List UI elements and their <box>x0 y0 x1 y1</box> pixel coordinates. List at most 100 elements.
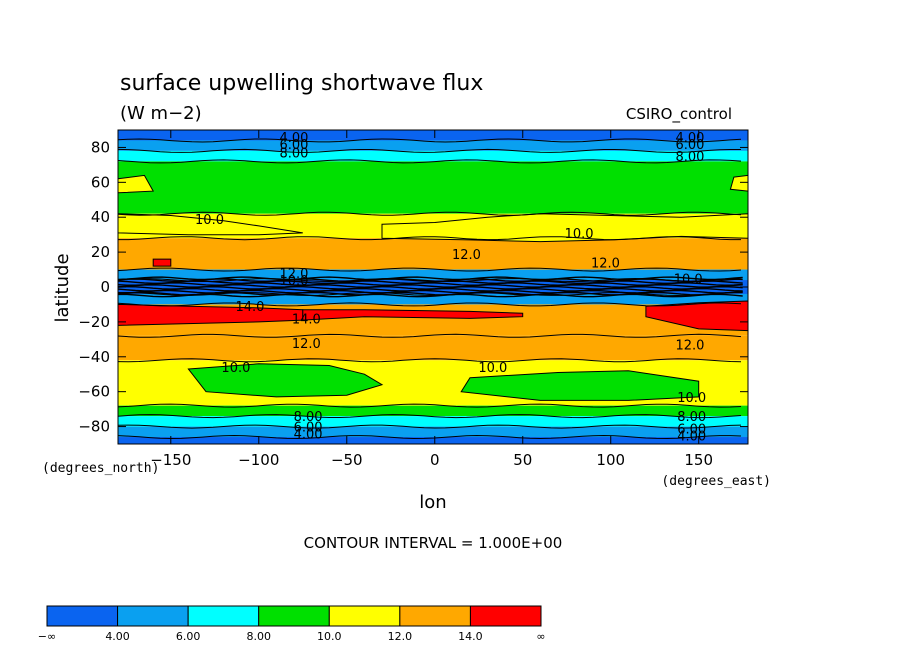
y-tick-label: 0 <box>100 278 110 296</box>
y-tick-label: 40 <box>91 208 110 226</box>
equatorial-contour-line <box>118 291 743 296</box>
contour-label: 4.00 <box>280 131 309 146</box>
contour-label: 8.00 <box>280 147 309 162</box>
contour-line <box>118 267 742 272</box>
contour-label: 6.00 <box>280 138 309 153</box>
contour-label: 4.00 <box>677 429 706 444</box>
contour-label: 12.0 <box>675 339 704 354</box>
zonal-band <box>118 293 748 305</box>
contour-label: 10.0 <box>677 391 706 406</box>
zonal-band <box>118 426 748 438</box>
chart-title: surface upwelling shortwave flux <box>120 71 483 96</box>
y-axis-label: latitude <box>52 253 73 322</box>
colorbar-label: ∞ <box>536 630 545 643</box>
colorbar-label: 14.0 <box>458 630 483 643</box>
contour-label: 12.0 <box>591 257 620 272</box>
x-tick-label: 150 <box>684 451 713 469</box>
contour-region <box>152 258 172 267</box>
colorbar-swatch <box>46 605 119 627</box>
x-axis-label: lon <box>419 492 446 513</box>
contour-line <box>118 159 742 164</box>
colorbar-swatch <box>469 605 542 627</box>
colorbar-swatch <box>117 605 189 627</box>
contour-label: 10.0 <box>565 227 594 242</box>
x-tick-label: −50 <box>331 451 363 469</box>
zonal-band <box>118 150 748 162</box>
contour-line <box>118 358 742 363</box>
colorbar-label: 10.0 <box>317 630 342 643</box>
contour-label: 8.00 <box>675 150 704 165</box>
contour-label: 6.00 <box>294 421 323 436</box>
contour-region <box>118 213 303 236</box>
contour-region <box>729 174 748 192</box>
zonal-band <box>118 269 748 281</box>
colorbar-swatch <box>258 605 330 627</box>
zonal-band <box>118 437 748 444</box>
contour-region <box>645 300 748 332</box>
contour-region <box>118 174 155 194</box>
y-tick-label: −40 <box>78 348 110 366</box>
plot-area: 4.006.008.004.006.008.0010.010.012.012.0… <box>117 129 749 445</box>
x-tick-label: 100 <box>596 451 625 469</box>
colorbar-swatch <box>328 605 401 627</box>
contour-region <box>302 309 524 321</box>
contour-region <box>460 370 700 401</box>
y-tick-label: −20 <box>78 313 110 331</box>
contour-line <box>118 434 742 440</box>
contour-region <box>381 213 748 243</box>
axes: −150 −100 −50 0 50 100 150 80 60 40 20 0 −20 −40 −60 −8… <box>78 130 748 469</box>
units-label: (W m−2) <box>120 103 202 124</box>
contour-label: 14.0 <box>236 300 265 315</box>
y-unit-note: (degrees_north) <box>42 461 159 476</box>
contour-label: 8.00 <box>677 410 706 425</box>
colorbar-label: 4.00 <box>105 630 130 643</box>
colorbar-label: −∞ <box>38 630 56 643</box>
x-tick-label: −100 <box>238 451 279 469</box>
contour-label: 10.0 <box>478 361 507 376</box>
x-tick-label: −150 <box>150 451 191 469</box>
contour-label: 14.0 <box>292 312 321 327</box>
y-tick-label: −80 <box>78 418 110 436</box>
colorbar-label: 12.0 <box>388 630 413 643</box>
y-tick-label: −60 <box>78 383 110 401</box>
x-tick-label: 0 <box>430 451 440 469</box>
contour-label: 12.0 <box>280 267 309 282</box>
colorbar-label: 8.00 <box>246 630 271 643</box>
contour-label: 10.0 <box>221 361 250 376</box>
x-tick-label: 50 <box>513 451 532 469</box>
contour-label: 10.0 <box>280 274 309 289</box>
contour-line <box>118 424 742 429</box>
contour-line <box>118 403 742 408</box>
contour-label: 10.0 <box>674 272 703 287</box>
colorbar-swatch <box>187 605 260 627</box>
contour-label: 6.00 <box>677 422 706 437</box>
contour-label: 6.00 <box>675 138 704 153</box>
equatorial-contour-line <box>118 278 743 283</box>
zonal-band <box>118 140 748 151</box>
zonal-band <box>118 238 748 270</box>
contour-line <box>118 302 742 307</box>
zonal-band <box>118 161 748 214</box>
zonal-band <box>118 416 748 427</box>
zonal-band <box>118 335 748 361</box>
zonal-band <box>118 130 748 141</box>
colorbar-swatch <box>399 605 471 627</box>
contour-line <box>118 211 742 216</box>
colorbar-label: 6.00 <box>176 630 201 643</box>
contour-line <box>118 138 742 143</box>
contour-label: 10.0 <box>195 213 224 228</box>
y-tick-label: 80 <box>91 138 110 156</box>
contour-label: 4.00 <box>294 428 323 443</box>
contour-label: 12.0 <box>292 337 321 352</box>
y-tick-label: 20 <box>91 243 110 261</box>
contour-label: 12.0 <box>452 248 481 263</box>
contour-line <box>118 414 742 419</box>
contour-line <box>118 333 742 338</box>
equatorial-contour-line <box>118 287 743 292</box>
contour-region <box>187 363 384 398</box>
contour-label: 4.00 <box>675 131 704 146</box>
contour-line <box>118 148 741 153</box>
equatorial-contour-line <box>118 293 743 298</box>
contour-interval-note: CONTOUR INTERVAL = 1.000E+00 <box>304 534 563 552</box>
